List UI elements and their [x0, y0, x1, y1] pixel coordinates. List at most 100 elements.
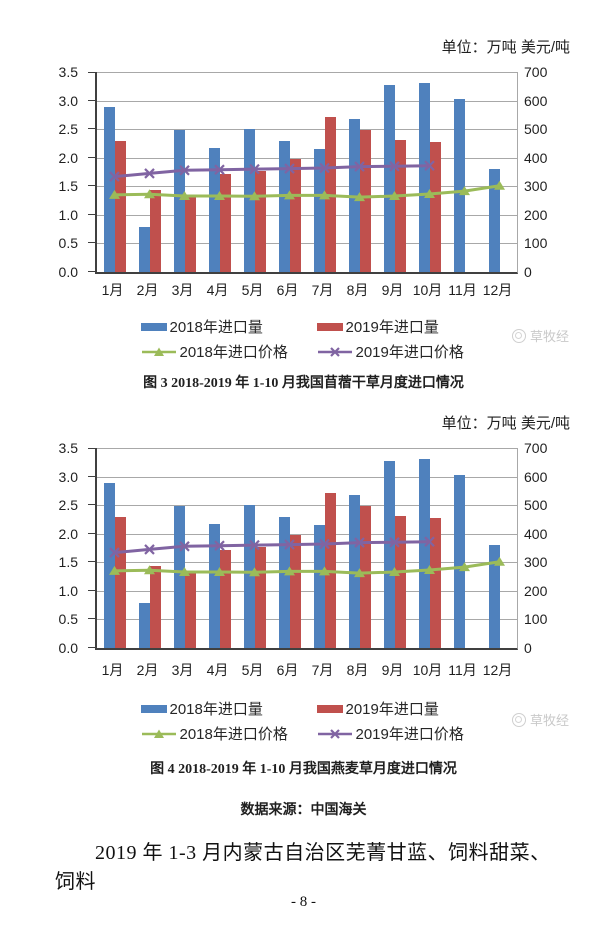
triangle-marker: [354, 568, 365, 578]
bar-2018年进口量: [243, 504, 255, 648]
bar-2019年进口量: [114, 517, 126, 648]
figure-caption: 图 3 2018-2019 年 1-10 月我国苜蓿干草月度进口情况: [143, 376, 464, 391]
month-label: 10月: [412, 282, 443, 298]
bar-2018年进口量: [488, 168, 500, 272]
right-axis: 700 600 500 400 300 200 100 0: [522, 440, 574, 656]
legend-label: 2018年进口量: [169, 319, 263, 336]
x-marker: [424, 536, 435, 547]
bar-2018年进口量: [313, 149, 325, 272]
axis-tick: [88, 72, 95, 73]
right-axis-tick-label: 700: [524, 440, 548, 456]
left-axis-tick-label: 1.0: [58, 582, 78, 599]
triangle-marker: [459, 186, 470, 196]
legend-label: 2019年进口量: [345, 701, 439, 718]
axis-tick: [88, 448, 95, 449]
triangle-marker: [494, 180, 505, 190]
bar-2018年进口量: [138, 227, 150, 272]
triangle-marker: [214, 191, 225, 200]
axis-tick: [88, 213, 95, 215]
month-label: 11月: [448, 282, 477, 298]
bar-2019年进口量: [149, 566, 161, 648]
triangle-marker: [179, 191, 190, 200]
left-axis-tick-label: 2.0: [58, 525, 78, 542]
triangle-marker: [424, 565, 435, 574]
month-label: 8月: [346, 662, 369, 678]
x-marker: [389, 161, 400, 172]
left-axis-tick-label: 3.0: [58, 92, 78, 109]
gridline: [97, 562, 517, 564]
bar-2019年进口量: [149, 190, 161, 272]
x-marker: [284, 163, 295, 174]
line-2019年进口价格: [114, 164, 430, 179]
right-axis-tick-label: 600: [524, 92, 548, 109]
month-label: 5月: [241, 282, 264, 298]
right-axis: 700 600 500 400 300 200 100 0: [522, 64, 574, 280]
axis-tick: [88, 128, 95, 130]
legend-item: 2019年进口价格: [317, 341, 467, 362]
x-marker: [179, 165, 190, 176]
axis-tick: [88, 532, 95, 534]
month-labels: 1月 2月 3月 4月 5月 6月 7月 8月 9月 10月 11月 12月: [95, 280, 515, 298]
axis-tick: [88, 618, 95, 620]
bar-2018年进口量: [418, 458, 430, 648]
bar-2019年进口量: [359, 129, 371, 272]
bar-2019年进口量: [254, 546, 266, 648]
legend-item: 2018年进口价格: [141, 723, 291, 744]
right-axis-tick-label: 0: [524, 264, 532, 280]
unit-label: 单位：万吨 美元/吨: [441, 415, 570, 432]
month-label: 9月: [381, 282, 404, 298]
triangle-marker: [319, 190, 330, 200]
x-marker: [329, 346, 340, 357]
gridline: [97, 590, 517, 592]
legend-bar-swatch: [316, 322, 343, 331]
line-2018年进口价格: [114, 560, 500, 575]
legend-bar-swatch: [140, 322, 167, 331]
bar-2018年进口量: [453, 99, 465, 272]
lines-layer: [109, 160, 505, 202]
triangle-marker: [144, 565, 155, 575]
x-marker: [354, 537, 365, 548]
legend-item: 2019年进口量: [316, 316, 467, 337]
body-paragraph: 2019 年 1-3 月内蒙古自治区芜菁甘蓝、饲料甜菜、饲料: [55, 842, 551, 893]
x-marker: [214, 164, 225, 175]
line-2019年进口价格: [114, 540, 430, 555]
bar-2018年进口量: [103, 106, 115, 272]
legend-label: 2018年进口量: [169, 701, 263, 718]
legend-label: 2018年进口价格: [179, 726, 288, 743]
gridline: [97, 214, 517, 216]
month-label: 6月: [276, 662, 299, 678]
left-axis-tick-label: 3.5: [58, 440, 78, 456]
x-marker: [319, 538, 330, 550]
bar-2019年进口量: [289, 159, 301, 272]
gridline: [97, 129, 517, 131]
gridline: [97, 243, 517, 245]
legend-line-swatch: [141, 729, 176, 738]
x-marker: [109, 547, 120, 558]
x-marker: [319, 162, 330, 174]
axis-tick: [88, 271, 95, 272]
gridline: [97, 157, 517, 159]
bar-2018年进口量: [138, 603, 150, 648]
triangle-marker: [249, 567, 260, 577]
legend-bar-swatch: [316, 704, 343, 713]
axis-tick: [88, 647, 95, 648]
axis-tick: [88, 99, 95, 101]
month-label: 2月: [136, 662, 159, 678]
gridline: [97, 476, 517, 478]
left-axis-tick-label: 1.0: [58, 206, 78, 223]
right-axis-tick-label: 300: [524, 178, 548, 195]
month-label: 3月: [171, 282, 194, 298]
axis-tick: [88, 156, 95, 158]
left-axis-tick-label: 2.0: [58, 149, 78, 166]
triangle-marker: [144, 189, 155, 199]
right-axis-tick-label: 200: [524, 582, 548, 599]
bar-2018年进口量: [173, 129, 185, 272]
right-axis-tick-label: 200: [524, 206, 548, 223]
x-marker: [214, 540, 225, 551]
x-marker: [144, 168, 155, 179]
bar-2018年进口量: [313, 525, 325, 648]
watermark-logo-icon: [511, 328, 526, 343]
month-label: 3月: [171, 662, 194, 678]
month-label: 9月: [381, 662, 404, 678]
left-axis-tick-label: 2.5: [58, 497, 78, 514]
